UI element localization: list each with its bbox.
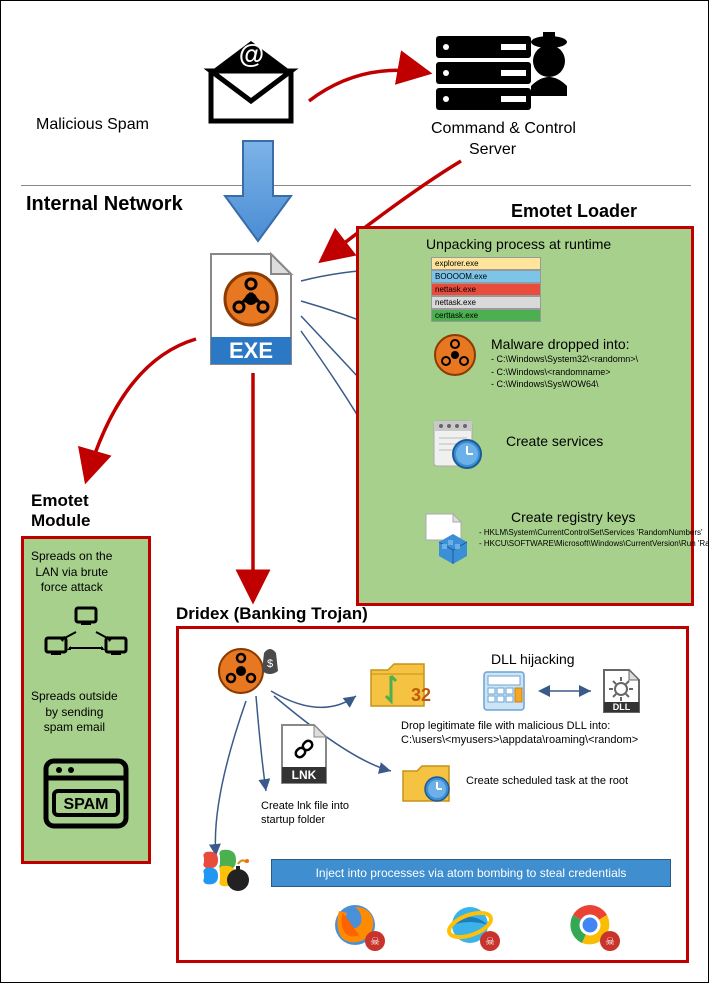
create-registry-label: Create registry keys — [511, 509, 635, 525]
windows-bomb-icon — [196, 846, 251, 901]
malware-dropped-title: Malware dropped into: — [491, 336, 630, 352]
firefox-icon: ☠ — [331, 899, 386, 959]
svg-text:☠: ☠ — [605, 936, 615, 948]
svg-text:DLL: DLL — [613, 702, 631, 712]
spam-stamp-icon: SPAM — [41, 756, 131, 841]
calculator-icon — [479, 669, 529, 719]
process-row: nettask.exe — [431, 296, 541, 309]
process-row: explorer.exe — [431, 257, 541, 270]
dridex-biohazard-icon: $ — [216, 641, 286, 701]
system32-folder-icon: 32 — [366, 656, 431, 721]
emotet-module-title: Emotet Module — [31, 491, 91, 532]
lan-computers-icon — [41, 606, 131, 671]
svg-text:☠: ☠ — [370, 936, 380, 948]
svg-text:SPAM: SPAM — [63, 796, 108, 813]
dridex-title: Dridex (Banking Trojan) — [176, 604, 368, 624]
chrome-icon: ☠ — [566, 899, 621, 959]
process-row: nettask.exe — [431, 283, 541, 296]
biohazard-small-icon — [433, 333, 477, 382]
module-lan-text: Spreads on the LAN via brute force attac… — [31, 549, 112, 596]
registry-icon — [421, 506, 476, 571]
process-row: certtask.exe — [431, 309, 541, 322]
scheduled-task-text: Create scheduled task at the root — [466, 774, 628, 788]
ie-icon: ☠ — [446, 899, 501, 959]
unpacking-title: Unpacking process at runtime — [426, 236, 611, 252]
notepad-clock-icon — [429, 416, 484, 476]
lnk-file-icon: LNK — [276, 721, 331, 796]
registry-paths: - HKLM\System\CurrentControlSet\Services… — [479, 527, 709, 549]
process-row: BOOOOM.exe — [431, 270, 541, 283]
svg-text:32: 32 — [411, 685, 431, 705]
create-services-label: Create services — [506, 433, 603, 449]
malware-paths: - C:\Windows\System32\<randomn>\ - C:\Wi… — [491, 353, 638, 391]
svg-text:$: $ — [267, 658, 273, 670]
dll-drop-text: Drop legitimate file with malicious DLL … — [401, 719, 638, 748]
svg-text:LNK: LNK — [292, 768, 317, 782]
svg-text:☠: ☠ — [485, 936, 495, 948]
inject-banner: Inject into processes via atom bombing t… — [271, 859, 671, 887]
lnk-text: Create lnk file into startup folder — [261, 799, 349, 828]
dll-hijacking-title: DLL hijacking — [491, 651, 575, 667]
emotet-loader-title: Emotet Loader — [511, 201, 637, 222]
module-spam-text: Spreads outside by sending spam email — [31, 689, 118, 736]
scheduled-folder-icon — [399, 759, 454, 812]
dll-file-icon: DLL — [599, 667, 644, 722]
